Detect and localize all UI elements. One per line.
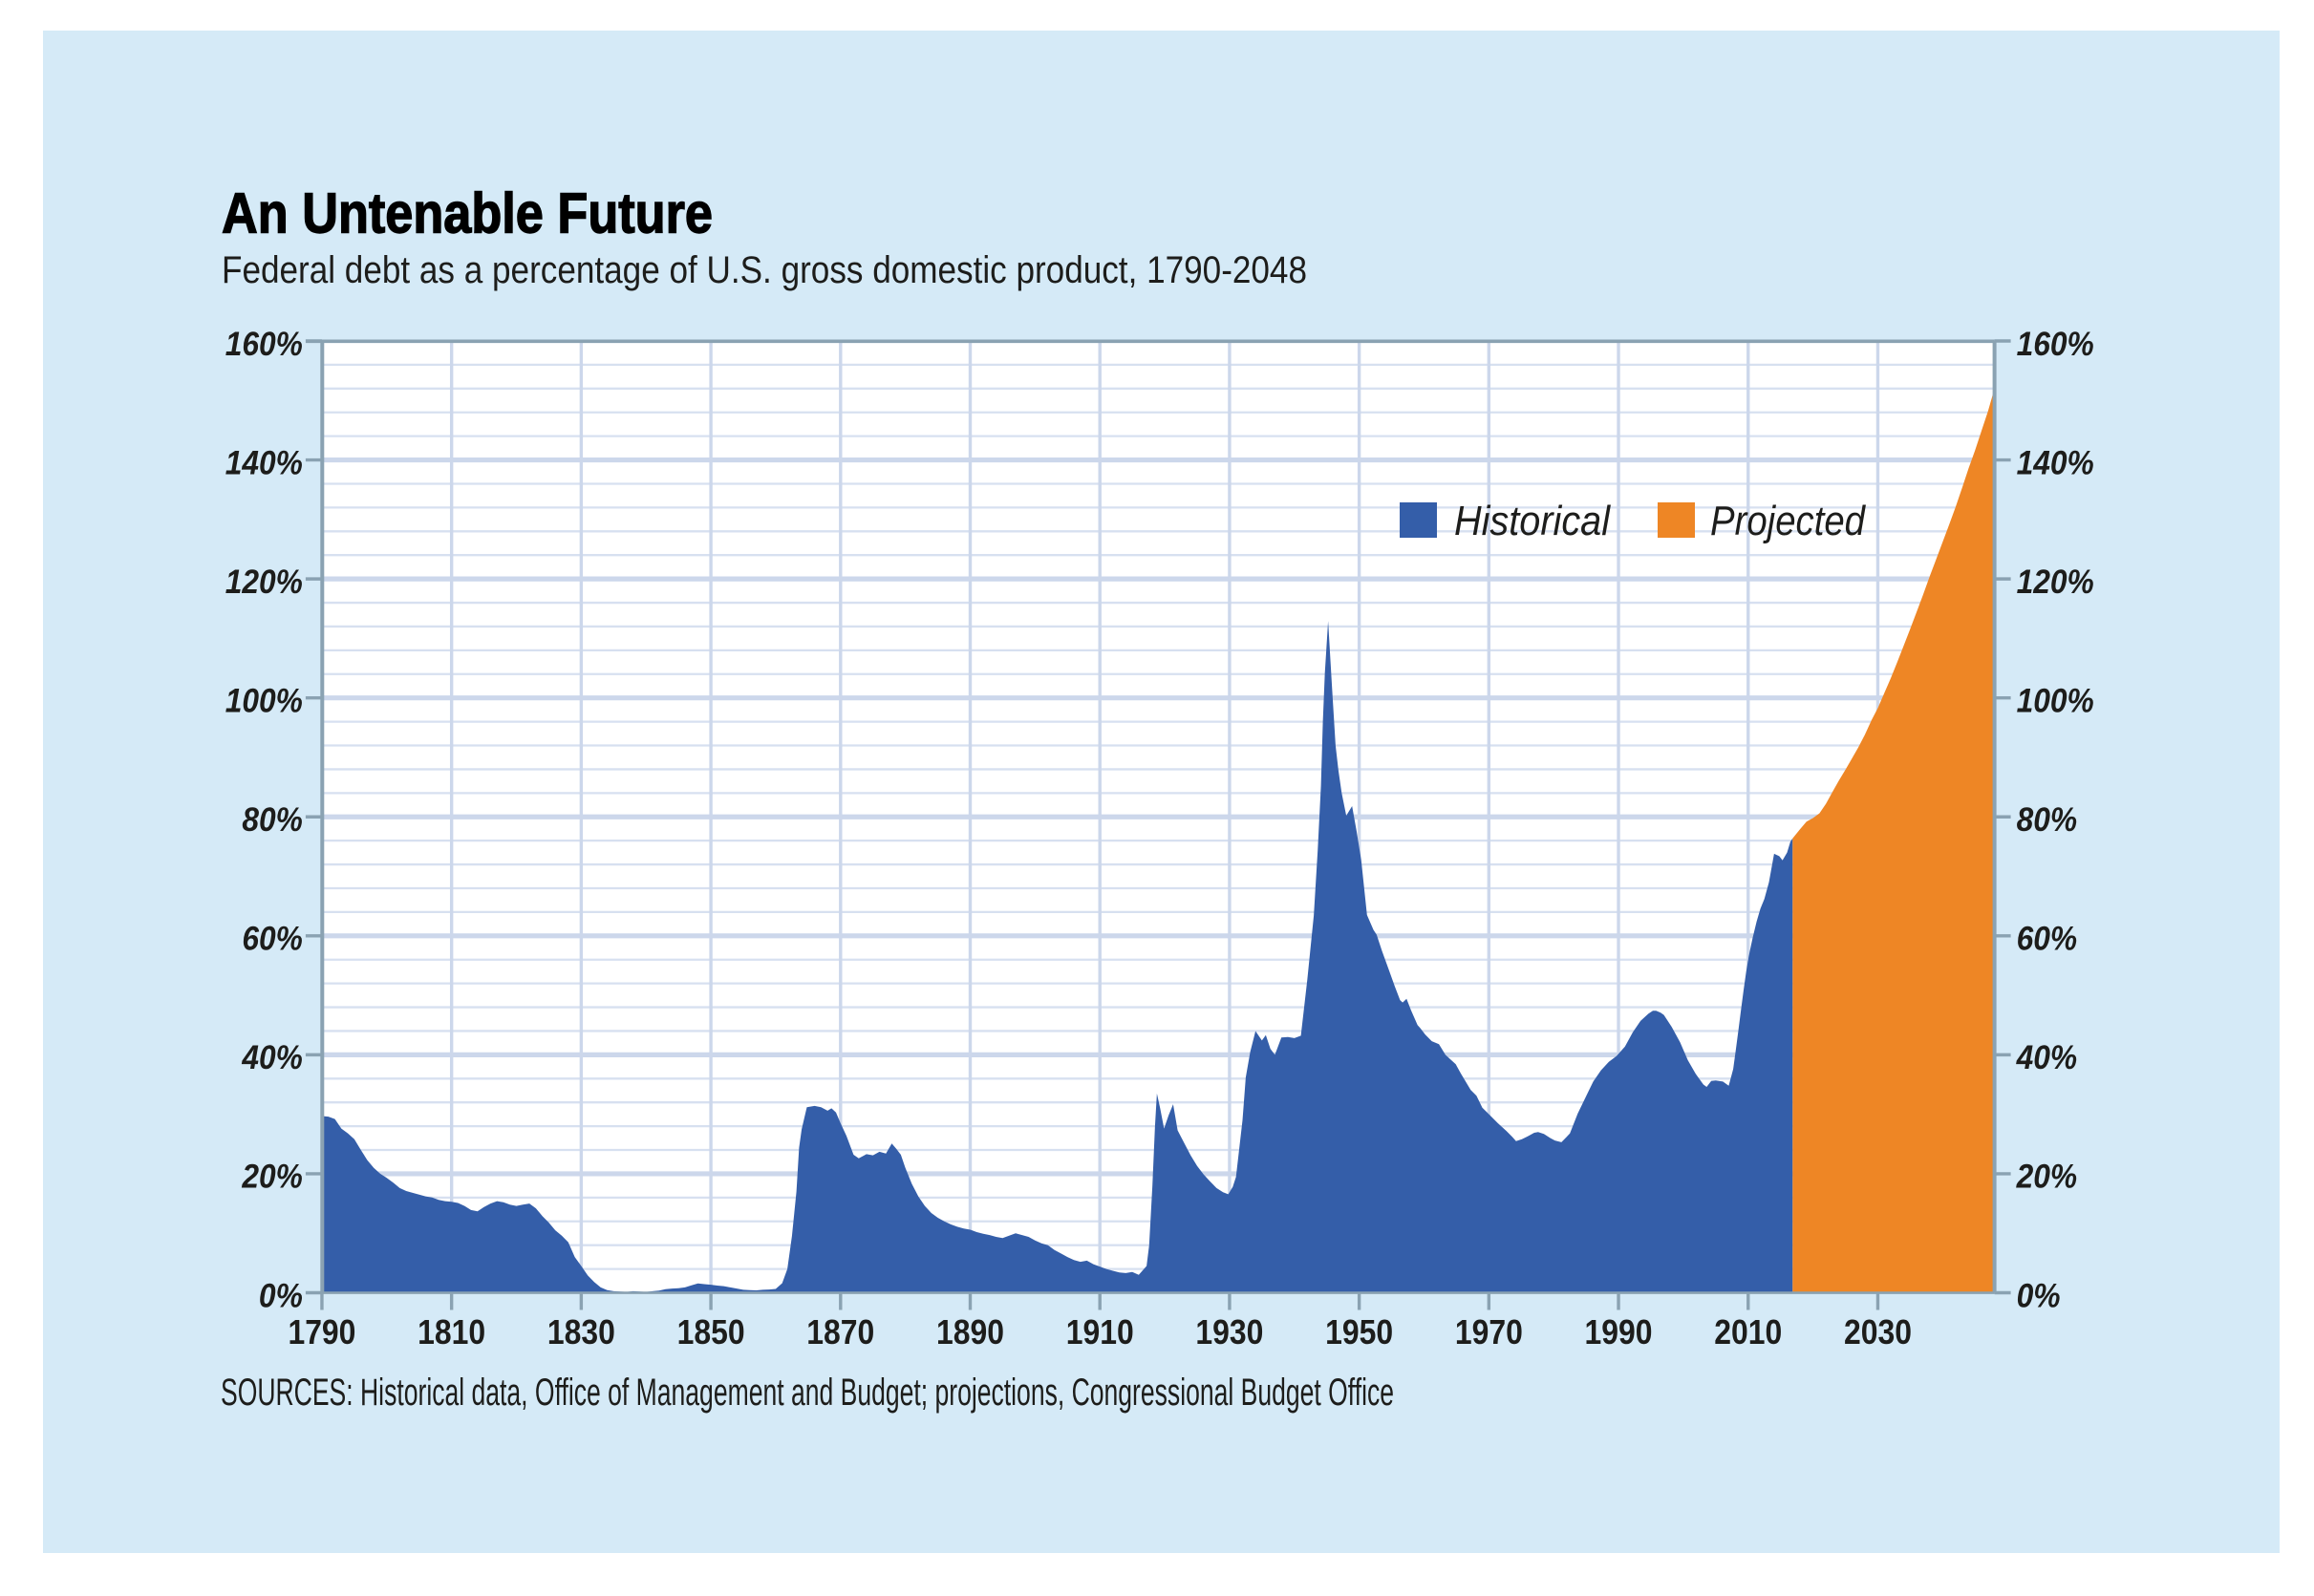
svg-text:80%: 80% xyxy=(2017,801,2078,839)
svg-text:1990: 1990 xyxy=(1585,1312,1653,1351)
svg-text:An Untenable Future: An Untenable Future xyxy=(222,182,713,245)
svg-text:40%: 40% xyxy=(2016,1039,2077,1076)
svg-text:1890: 1890 xyxy=(936,1312,1004,1351)
svg-text:100%: 100% xyxy=(2017,682,2094,719)
svg-text:1850: 1850 xyxy=(677,1312,745,1351)
svg-text:60%: 60% xyxy=(242,921,303,958)
svg-text:2030: 2030 xyxy=(1844,1312,1912,1351)
svg-text:40%: 40% xyxy=(241,1039,302,1076)
svg-text:1950: 1950 xyxy=(1325,1312,1393,1351)
svg-text:140%: 140% xyxy=(2017,444,2094,481)
svg-text:1830: 1830 xyxy=(547,1312,615,1351)
svg-text:20%: 20% xyxy=(2016,1159,2077,1196)
svg-text:SOURCES: Historical data, Offi: SOURCES: Historical data, Office of Mana… xyxy=(221,1372,1394,1414)
svg-text:160%: 160% xyxy=(2017,326,2094,363)
svg-text:0%: 0% xyxy=(2017,1277,2061,1314)
svg-text:1810: 1810 xyxy=(418,1312,485,1351)
svg-text:Projected: Projected xyxy=(1710,498,1866,544)
svg-text:Federal debt as a percentage o: Federal debt as a percentage of U.S. gro… xyxy=(222,249,1307,291)
svg-text:0%: 0% xyxy=(259,1277,303,1314)
svg-text:Historical: Historical xyxy=(1454,498,1611,544)
svg-text:120%: 120% xyxy=(225,564,303,601)
svg-text:1790: 1790 xyxy=(288,1312,355,1351)
svg-text:160%: 160% xyxy=(225,326,303,363)
svg-text:1870: 1870 xyxy=(806,1312,874,1351)
svg-text:20%: 20% xyxy=(241,1159,302,1196)
svg-text:1930: 1930 xyxy=(1195,1312,1263,1351)
svg-text:120%: 120% xyxy=(2017,564,2094,601)
svg-text:1910: 1910 xyxy=(1066,1312,1134,1351)
svg-text:100%: 100% xyxy=(225,682,303,719)
svg-text:1970: 1970 xyxy=(1455,1312,1523,1351)
svg-text:80%: 80% xyxy=(242,801,303,839)
svg-text:140%: 140% xyxy=(225,444,303,481)
svg-text:2010: 2010 xyxy=(1714,1312,1782,1351)
svg-text:60%: 60% xyxy=(2017,921,2078,958)
